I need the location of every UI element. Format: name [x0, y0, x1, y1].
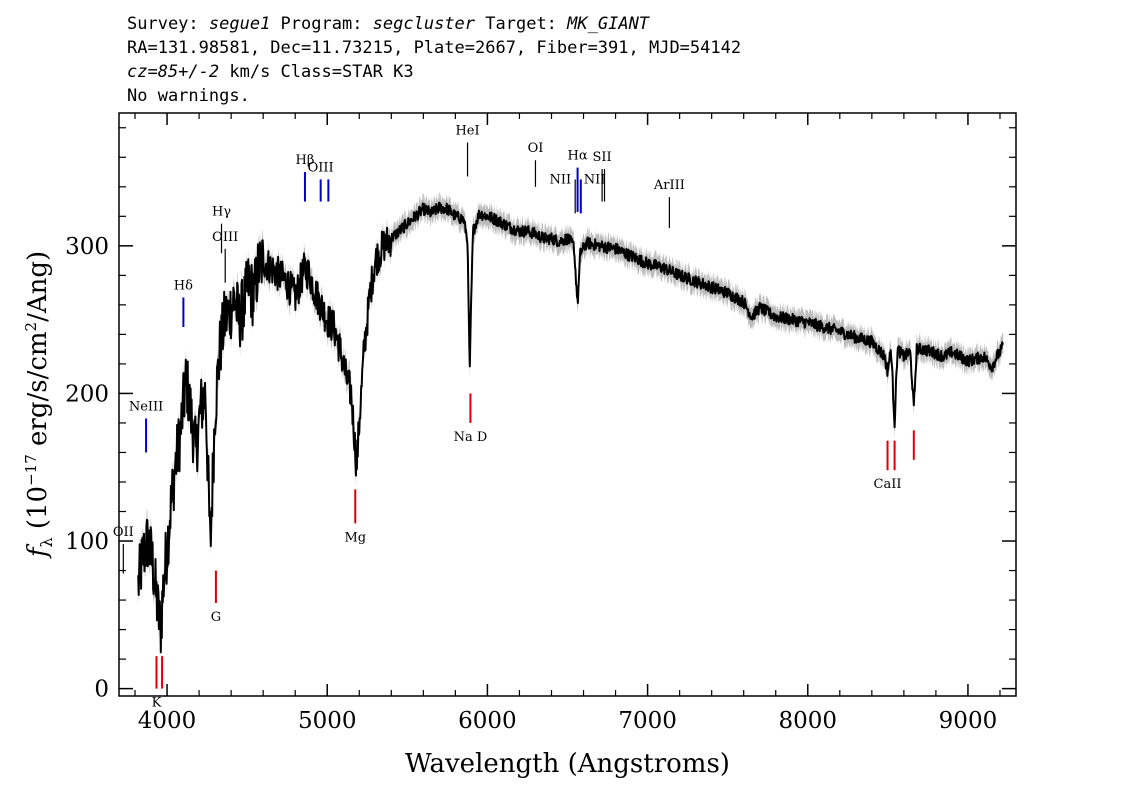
error-band: [138, 192, 1004, 663]
spectral-line-label: HeI: [455, 124, 479, 139]
header-survey-segment: segue1: [208, 14, 271, 34]
spectral-line-label: Hγ: [212, 205, 231, 220]
header-line-warnings: No warnings.: [127, 86, 250, 106]
spectral-line-label: NII: [550, 172, 572, 187]
spectral-line-label: NeIII: [129, 400, 163, 415]
header-survey-segment: Survey:: [127, 14, 209, 34]
x-tick-label: 9000: [939, 708, 998, 734]
header-survey-segment: segcluster: [372, 14, 476, 34]
spectral-line-label: OIII: [212, 230, 238, 245]
header-redshift-segment: km/s Class=STAR K3: [219, 62, 414, 82]
spectral-line-label: Hα: [568, 149, 588, 164]
y-tick-label: 200: [65, 381, 109, 407]
x-tick-label: 7000: [618, 708, 677, 734]
y-title-sup2: 2: [22, 322, 40, 332]
y-tick-label: 100: [65, 529, 109, 555]
x-tick-label: 4000: [138, 708, 197, 734]
spectrum-line: [137, 201, 1005, 654]
spectral-line-label: ArIII: [653, 178, 685, 193]
spectral-line-label: OI: [528, 141, 544, 156]
y-title-c: /Ang): [23, 251, 53, 322]
spectral-line-label: OIII: [308, 160, 334, 175]
y-title-sup1: −17: [22, 454, 40, 486]
x-tick-label: 5000: [298, 708, 357, 734]
header-survey-segment: Target:: [475, 14, 568, 34]
plot-frame: [118, 112, 1017, 697]
y-tick-label: 0: [94, 677, 109, 703]
spectral-line-label: Hδ: [174, 278, 193, 293]
y-title-b: erg/s/cm: [23, 331, 53, 454]
spectrum-header: Survey: segue1 Program: segcluster Targe…: [127, 12, 741, 108]
y-title-sub: λ: [37, 537, 56, 547]
header-redshift-segment: cz=85+/-2: [127, 62, 220, 82]
x-axis-title: Wavelength (Angstroms): [405, 749, 730, 779]
spectral-line-label: Na D: [454, 430, 488, 445]
spectral-line-label: CaII: [874, 477, 902, 492]
spectral-line-label: SII: [593, 150, 612, 165]
spectral-line-label: Mg: [344, 530, 366, 545]
header-survey-segment: Program:: [270, 14, 373, 34]
header-line-redshift-class: cz=85+/-2 km/s Class=STAR K3: [127, 60, 741, 84]
y-title-a: (10: [23, 486, 53, 538]
header-line-survey: Survey: segue1 Program: segcluster Targe…: [127, 12, 741, 36]
header-survey-segment: MK_GIANT: [567, 14, 650, 34]
spectral-line-label: K: [152, 696, 162, 711]
header-line-coordinates: RA=131.98581, Dec=11.73215, Plate=2667, …: [127, 38, 742, 58]
spectral-line-label: NII: [584, 172, 606, 187]
x-tick-label: 6000: [458, 708, 517, 734]
spectral-line-label: G: [211, 610, 221, 625]
y-axis-title: fλ (10−17 erg/s/cm2/Ang): [22, 251, 56, 559]
spectral-line-label: OII: [113, 525, 134, 540]
spectral-line-label: Hβ: [296, 153, 315, 168]
y-tick-label: 300: [65, 234, 109, 260]
x-tick-label: 8000: [778, 708, 837, 734]
